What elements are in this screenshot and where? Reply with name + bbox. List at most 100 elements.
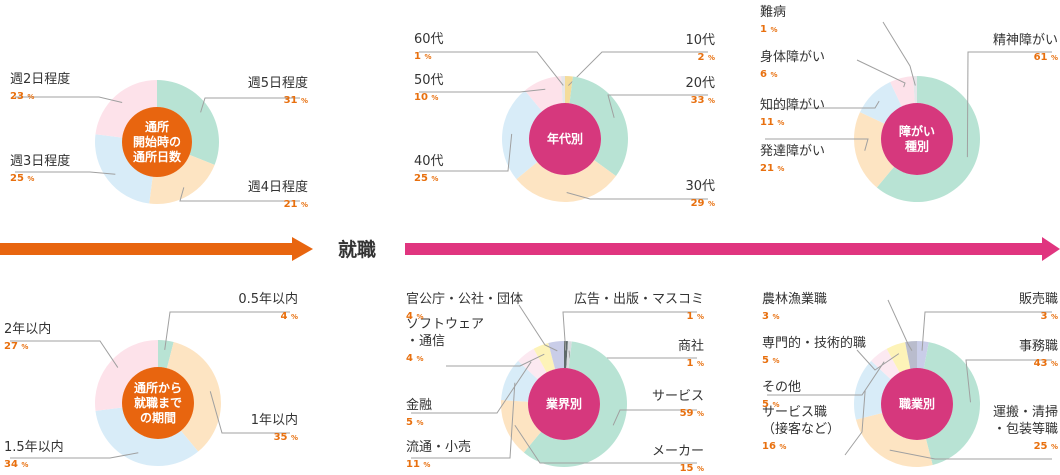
slice-value: 31 %	[284, 95, 308, 106]
leader-line	[856, 59, 906, 88]
slice-value: 5 %	[406, 417, 423, 428]
leader-line	[566, 192, 708, 200]
pie-slice	[95, 407, 199, 467]
slice-label: 官公庁・公社・団体	[406, 291, 523, 307]
slice-label: 50代	[414, 73, 444, 88]
leader-line	[200, 97, 300, 113]
center-disc	[122, 367, 194, 439]
pie-slice	[149, 154, 215, 204]
leader-line	[856, 349, 900, 371]
leader-line	[607, 94, 708, 118]
slice-label: 20代	[685, 76, 715, 91]
slice-value: 15 %	[680, 463, 704, 474]
slice-label: 30代	[685, 179, 715, 194]
slice-value: 25 %	[1034, 441, 1058, 452]
chart-disability: 精神障がい 61 % 発達障がい 21 % 知的障がい 11 % 身体障がい 6 % 難病 1 %…	[760, 5, 1058, 203]
leader-line	[965, 359, 1052, 403]
slice-value: 10 %	[414, 92, 438, 103]
slice-label: 週2日程度	[10, 71, 70, 87]
slice-label: 専門的・技術的職	[762, 335, 866, 351]
chart-job: 販売職 3 % 事務職 43 % 運搬・清掃・包装等職 25 % サービス職（接客など） 16…	[762, 291, 1058, 468]
leader-line	[411, 382, 516, 459]
slice-value: 11 %	[760, 117, 784, 128]
pie-slice	[905, 341, 917, 369]
chart-period: 0.5年以内 4 % 1年以内 35 % 1.5年以内 34 % 2年以内 27 % 通所から就…	[4, 291, 298, 470]
slice-value: 1 %	[760, 24, 777, 35]
slice-value: 21 %	[284, 199, 308, 210]
slice-label: 身体障がい	[760, 49, 825, 65]
slice-label: 60代	[414, 32, 444, 47]
pie-slice	[564, 341, 568, 369]
leader-line	[765, 138, 869, 151]
pie-slice	[859, 81, 902, 124]
slice-label: ソフトウェア・通信	[406, 317, 484, 349]
slice-label: 広告・出版・マスコミ	[574, 292, 704, 307]
slice-value: 1 %	[414, 51, 431, 62]
pie-slice	[854, 112, 895, 188]
slice-value: 21 %	[760, 163, 784, 174]
leader-line	[887, 299, 913, 351]
pie-slice	[501, 360, 538, 402]
center-disc	[528, 368, 600, 440]
chart-industry: 広告・出版・マスコミ 1 % 商社 1 % サービス 59 % メーカー 15 % 流通・小売 1…	[406, 291, 704, 474]
slice-label: 2年以内	[4, 321, 51, 337]
slice-label: 流通・小売	[406, 439, 471, 455]
leader-line	[10, 340, 119, 368]
pie-slice	[158, 340, 174, 369]
pie-slice	[923, 342, 981, 466]
slice-value: 33 %	[691, 95, 715, 106]
center-label: 障がい種別	[899, 124, 935, 154]
slice-value: 4 %	[281, 311, 298, 322]
slice-label: 精神障がい	[993, 33, 1058, 48]
center-label: 通所開始時の通所日数	[133, 119, 182, 164]
slice-label: 農林漁業職	[762, 291, 827, 307]
slice-label: その他	[762, 380, 801, 395]
leader-line	[411, 361, 532, 414]
pie-slice	[569, 76, 628, 177]
center-disc	[881, 103, 953, 175]
slice-value: 34 %	[4, 459, 28, 470]
slice-label: 1年以内	[251, 412, 298, 428]
slice-value: 35 %	[274, 432, 298, 443]
leader-line	[767, 361, 885, 396]
leader-line	[921, 311, 1052, 351]
slice-label: 販売職	[1019, 291, 1058, 307]
pie-slice	[524, 76, 563, 112]
center-label: 職業別	[899, 396, 935, 411]
leader-line	[15, 96, 123, 103]
slice-value: 2 %	[698, 52, 715, 63]
slice-value: 61 %	[1034, 52, 1058, 63]
slice-value: 3 %	[1041, 311, 1058, 322]
slice-label: サービス職（接客など）	[762, 405, 840, 437]
leader-line	[514, 424, 697, 464]
slice-value: 4 %	[406, 311, 423, 322]
chart-days: 週5日程度 31 % 週4日程度 21 % 週3日程度 25 % 週2日程度 23 % 通所開始…	[10, 71, 308, 210]
leader-line	[612, 409, 697, 426]
slice-value: 1 %	[687, 311, 704, 322]
slice-value: 43 %	[1034, 358, 1058, 369]
leader-line	[419, 88, 546, 93]
divider-arrow-pink	[405, 237, 1060, 261]
pie-slice	[501, 400, 542, 453]
pie-slice	[523, 341, 628, 467]
charts-layer: 週5日程度 31 % 週4日程度 21 % 週3日程度 25 % 週2日程度 23 % 通所開始…	[4, 5, 1058, 474]
slice-label: 知的障がい	[760, 97, 825, 113]
leader-line	[164, 311, 290, 350]
slice-label: 発達障がい	[760, 144, 825, 159]
slice-label: 金融	[406, 397, 432, 413]
slice-label: 難病	[760, 5, 786, 20]
leader-line	[179, 187, 300, 202]
leader-line	[518, 304, 558, 352]
center-label: 通所から就職までの期間	[134, 380, 182, 425]
pie-slice	[502, 90, 543, 180]
divider-label: 就職	[338, 238, 376, 261]
pie-slice	[886, 342, 911, 373]
center-label: 業界別	[545, 396, 582, 411]
center-label: 年代別	[547, 131, 583, 146]
chart-age: 10代 2 % 20代 33 % 30代 29 % 40代 25 % 50代 10 % 60代 1 %…	[414, 32, 715, 209]
slice-value: 6 %	[760, 69, 777, 80]
slice-value: 27 %	[4, 341, 28, 352]
leader-line	[419, 51, 564, 86]
slice-value: 29 %	[691, 198, 715, 209]
